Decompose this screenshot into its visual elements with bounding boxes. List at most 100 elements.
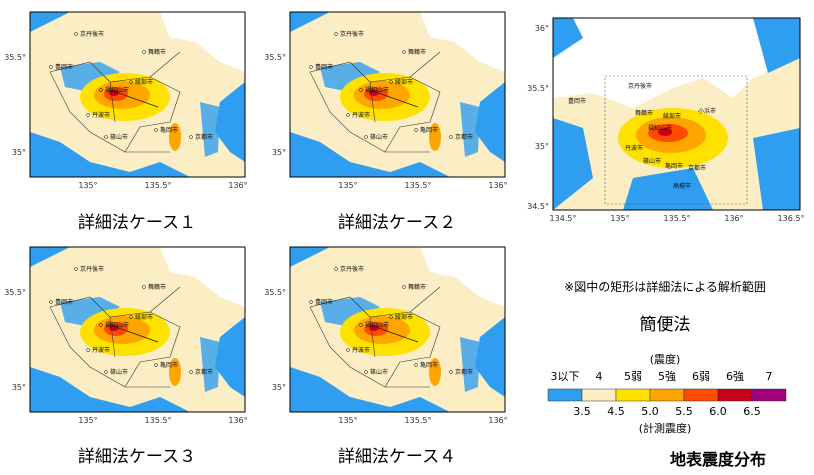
city-marker <box>142 285 146 289</box>
analysis-area <box>604 75 748 205</box>
x-tick-label: 136.5° <box>778 214 805 223</box>
legend-swatch <box>751 388 787 402</box>
legend-tick-label: 6.5 <box>743 405 761 418</box>
city-marker <box>49 65 53 69</box>
city-marker <box>154 128 158 132</box>
city-marker <box>414 128 418 132</box>
map-image <box>289 11 506 178</box>
city-label: 舞鶴市 <box>635 109 653 117</box>
city-marker <box>104 135 108 139</box>
city-label: 綾部市 <box>135 313 153 321</box>
city-label: 舞鶴市 <box>148 48 166 56</box>
y-tick-label: 35° <box>12 148 26 157</box>
city-marker <box>389 315 393 319</box>
legend-tick-label: 3.5 <box>573 405 591 418</box>
figure-title: 地表震度分布 <box>670 450 766 469</box>
y-tick-label: 34.5° <box>527 202 549 211</box>
city-label: 高槻市 <box>673 182 691 190</box>
legend-class-label: 4 <box>596 370 603 383</box>
y-tick-label: 35° <box>535 142 549 151</box>
city-label: 福知山市 <box>105 86 129 94</box>
overview-caption: 簡便法 <box>640 315 691 334</box>
panel-caption: 詳細法ケース３ <box>78 447 196 466</box>
x-tick-label: 135° <box>78 181 97 190</box>
city-label: 京丹後市 <box>80 265 104 273</box>
city-marker <box>364 370 368 374</box>
city-label: 綾部市 <box>395 78 413 86</box>
y-tick-label: 35.5° <box>527 84 549 93</box>
city-marker <box>309 65 313 69</box>
city-label: 綾部市 <box>395 313 413 321</box>
x-tick-label: 135.5° <box>405 181 432 190</box>
city-marker <box>449 135 453 139</box>
city-label: 京都市 <box>688 164 706 172</box>
city-label: 篠山市 <box>370 368 388 376</box>
x-tick-label: 136° <box>228 181 247 190</box>
map-image <box>29 11 246 178</box>
city-label: 舞鶴市 <box>148 283 166 291</box>
city-label: 亀岡市 <box>420 126 438 134</box>
y-tick-label: 35.5° <box>264 288 286 297</box>
city-marker <box>346 113 350 117</box>
city-label: 豊岡市 <box>55 63 73 71</box>
city-marker <box>154 363 158 367</box>
city-label: 京丹後市 <box>340 30 364 38</box>
legend-class-label: 6強 <box>726 370 744 383</box>
city-marker <box>364 135 368 139</box>
x-tick-label: 135° <box>610 214 629 223</box>
city-label: 亀岡市 <box>665 162 683 170</box>
city-label: 福知山市 <box>648 124 672 132</box>
city-marker <box>74 267 78 271</box>
city-label: 豊岡市 <box>315 298 333 306</box>
x-tick-label: 136° <box>488 181 507 190</box>
city-marker <box>334 267 338 271</box>
city-marker <box>189 135 193 139</box>
city-marker <box>359 88 363 92</box>
city-marker <box>414 363 418 367</box>
legend-tick-label: 4.5 <box>607 405 625 418</box>
city-marker <box>189 370 193 374</box>
y-tick-label: 35° <box>272 148 286 157</box>
city-label: 篠山市 <box>370 133 388 141</box>
legend-swatch <box>581 388 617 402</box>
legend-tick-title: (計測震度) <box>639 421 692 435</box>
legend-class-label: 6弱 <box>692 370 710 383</box>
legend-class-label: 5弱 <box>624 370 642 383</box>
x-tick-label: 135.5° <box>405 416 432 425</box>
city-marker <box>104 370 108 374</box>
city-label: 豊岡市 <box>568 97 586 105</box>
city-label: 篠山市 <box>110 368 128 376</box>
y-tick-label: 35° <box>272 383 286 392</box>
frame <box>552 17 801 211</box>
x-tick-label: 135.5° <box>145 416 172 425</box>
city-marker <box>74 32 78 36</box>
city-label: 京丹後市 <box>80 30 104 38</box>
city-marker <box>449 370 453 374</box>
legend-tick-label: 6.0 <box>709 405 727 418</box>
city-label: 綾部市 <box>663 112 681 120</box>
city-label: 福知山市 <box>365 86 389 94</box>
city-label: 福知山市 <box>365 321 389 329</box>
city-marker <box>99 88 103 92</box>
legend-class-label: 7 <box>766 370 773 383</box>
legend-tick-label: 5.5 <box>675 405 693 418</box>
panel-caption: 詳細法ケース２ <box>338 213 456 232</box>
city-label: 京丹後市 <box>340 265 364 273</box>
x-tick-label: 134.5° <box>550 214 577 223</box>
city-marker <box>359 323 363 327</box>
city-marker <box>129 315 133 319</box>
legend-class-label: 5強 <box>658 370 676 383</box>
y-tick-label: 35.5° <box>4 53 26 62</box>
city-label: 京都市 <box>455 133 473 141</box>
city-label: 丹波市 <box>352 111 370 119</box>
legend-swatch <box>683 388 719 402</box>
city-label: 小浜市 <box>698 107 716 115</box>
city-label: 丹波市 <box>352 346 370 354</box>
map-image <box>289 246 506 413</box>
city-marker <box>86 348 90 352</box>
low-zone <box>553 18 800 210</box>
